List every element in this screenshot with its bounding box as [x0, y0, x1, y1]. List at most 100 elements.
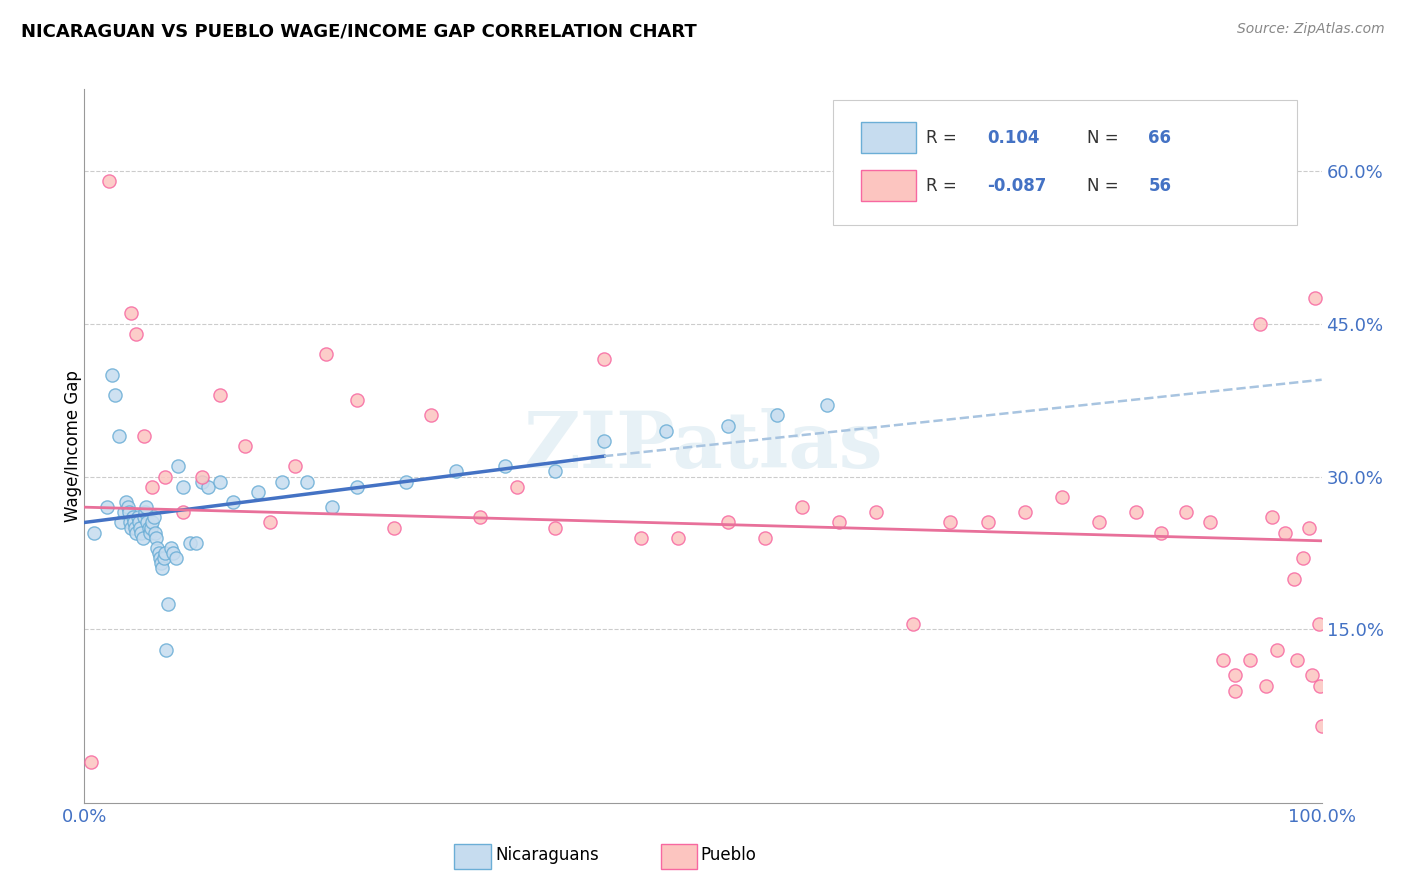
Point: [666, 531, 689, 545]
Point: [129, 520, 152, 534]
Point: [172, 480, 194, 494]
Point: [120, 516, 142, 530]
Point: [209, 388, 232, 402]
Point: [153, 469, 176, 483]
Point: [903, 617, 925, 632]
Point: [295, 475, 318, 489]
Point: [138, 520, 160, 534]
Point: [110, 516, 132, 530]
Point: [162, 546, 184, 560]
Point: [104, 388, 127, 402]
Point: [157, 597, 180, 611]
Point: [127, 510, 149, 524]
Point: [132, 429, 155, 443]
Point: [1274, 525, 1296, 540]
Point: [717, 418, 740, 433]
Point: [630, 531, 652, 545]
Point: [543, 520, 565, 534]
Point: [150, 556, 173, 570]
Point: [1223, 668, 1246, 682]
Point: [108, 429, 131, 443]
Point: [145, 531, 167, 545]
Point: [1254, 679, 1277, 693]
Point: [1308, 617, 1330, 632]
Point: [543, 465, 565, 479]
Point: [184, 536, 207, 550]
Point: [1309, 679, 1331, 693]
Point: [96, 500, 118, 515]
Text: 66: 66: [1149, 128, 1171, 146]
Point: [129, 525, 152, 540]
Point: [124, 520, 146, 534]
Point: [120, 306, 142, 320]
Point: [444, 465, 467, 479]
Point: [233, 439, 256, 453]
Point: [98, 174, 121, 188]
Point: [1261, 510, 1284, 524]
Text: N =: N =: [1087, 177, 1118, 194]
Point: [149, 551, 172, 566]
Point: [135, 500, 157, 515]
Point: [271, 475, 294, 489]
Point: [1212, 653, 1234, 667]
Point: [346, 393, 368, 408]
Point: [155, 643, 177, 657]
Point: [506, 480, 529, 494]
Point: [150, 561, 173, 575]
Point: [118, 505, 141, 519]
Point: [593, 352, 616, 367]
Point: [100, 368, 122, 382]
Text: N =: N =: [1087, 128, 1118, 146]
Text: 56: 56: [1149, 177, 1171, 194]
Point: [1249, 317, 1271, 331]
Point: [259, 516, 281, 530]
Point: [1301, 668, 1323, 682]
Point: [1088, 516, 1111, 530]
FancyBboxPatch shape: [862, 169, 915, 202]
Point: [1174, 505, 1197, 519]
Point: [139, 525, 162, 540]
Point: [470, 510, 492, 524]
Point: [1150, 525, 1173, 540]
Point: [1223, 683, 1246, 698]
Point: [125, 326, 148, 341]
Point: [120, 520, 142, 534]
Point: [655, 424, 678, 438]
Point: [494, 459, 516, 474]
Point: [121, 510, 143, 524]
Point: [419, 409, 441, 423]
Point: [197, 480, 219, 494]
Point: [79, 755, 101, 769]
Point: [141, 516, 163, 530]
Point: [1265, 643, 1288, 657]
Point: [128, 516, 150, 530]
Point: [222, 495, 245, 509]
Point: [1014, 505, 1036, 519]
Point: [1305, 291, 1327, 305]
Text: NICARAGUAN VS PUEBLO WAGE/INCOME GAP CORRELATION CHART: NICARAGUAN VS PUEBLO WAGE/INCOME GAP COR…: [21, 22, 697, 40]
Text: Source: ZipAtlas.com: Source: ZipAtlas.com: [1237, 22, 1385, 37]
Point: [246, 484, 269, 499]
Point: [1125, 505, 1147, 519]
Point: [382, 520, 405, 534]
Point: [1310, 719, 1333, 733]
Point: [125, 525, 148, 540]
Point: [146, 541, 169, 555]
Point: [143, 525, 166, 540]
Text: 0.104: 0.104: [987, 128, 1040, 146]
Point: [132, 510, 155, 524]
Point: [321, 500, 343, 515]
Point: [131, 531, 153, 545]
Point: [1292, 551, 1315, 566]
Point: [395, 475, 418, 489]
Text: Pueblo: Pueblo: [700, 846, 756, 863]
Point: [593, 434, 616, 448]
Point: [209, 475, 232, 489]
Point: [117, 500, 139, 515]
Point: [754, 531, 776, 545]
Point: [815, 398, 838, 412]
Point: [172, 505, 194, 519]
Point: [153, 546, 176, 560]
Point: [191, 469, 214, 483]
Point: [1050, 490, 1073, 504]
